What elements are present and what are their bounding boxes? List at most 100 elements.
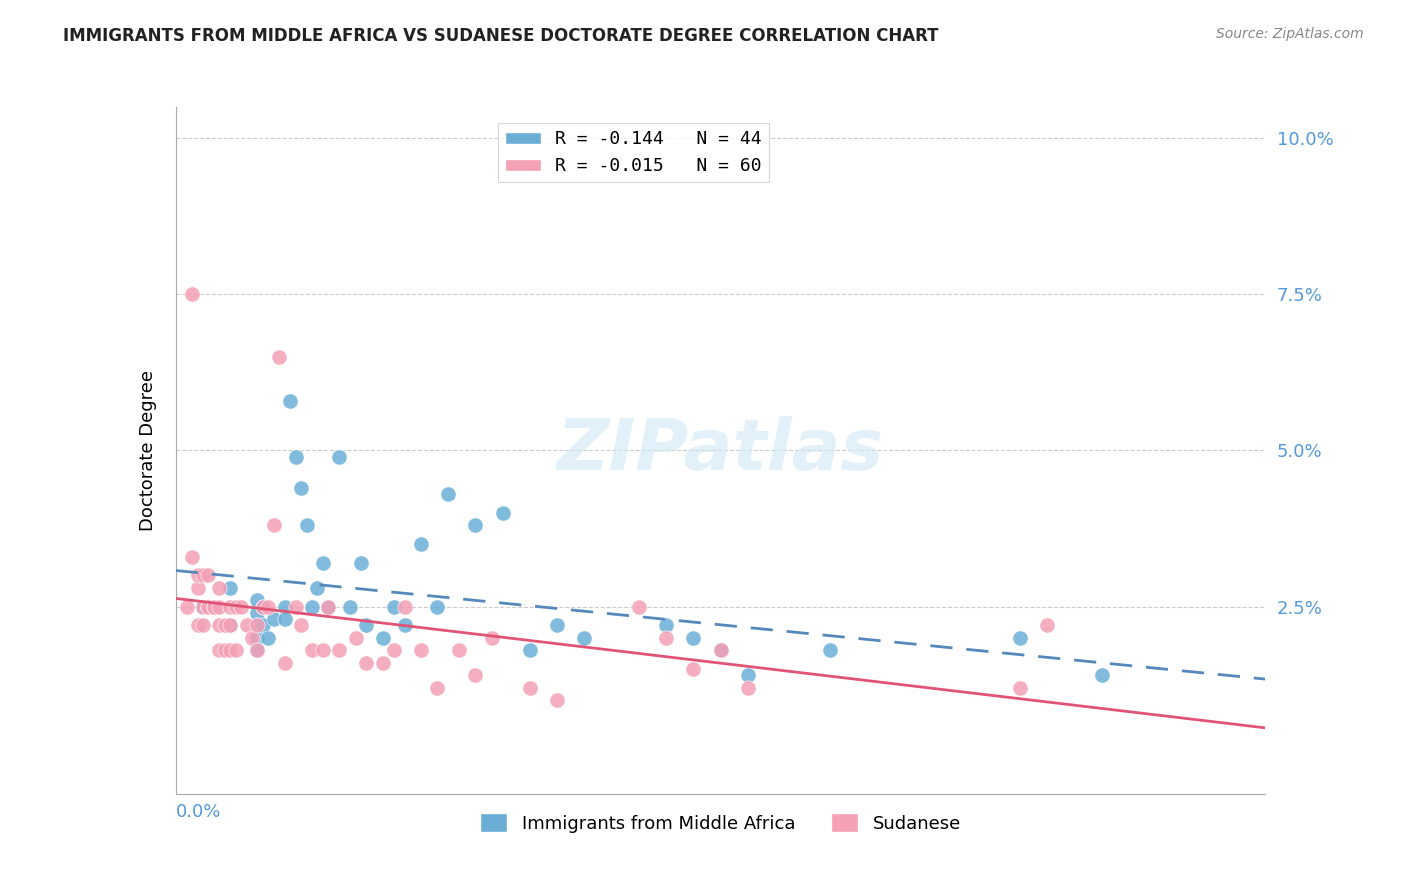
Point — [240, 631, 263, 645]
Point — [737, 681, 759, 695]
Point — [278, 393, 301, 408]
Text: ZIPatlas: ZIPatlas — [557, 416, 884, 485]
Point — [202, 599, 225, 614]
Point — [252, 599, 274, 614]
Point — [176, 599, 198, 614]
Point — [235, 618, 257, 632]
Point — [191, 618, 214, 632]
Point — [219, 581, 242, 595]
Point — [284, 599, 307, 614]
Point — [246, 618, 269, 632]
Point — [546, 618, 568, 632]
Point — [350, 556, 373, 570]
Point — [356, 618, 378, 632]
Point — [257, 631, 280, 645]
Point — [318, 599, 340, 614]
Point — [307, 581, 329, 595]
Point — [447, 643, 470, 657]
Point — [627, 599, 650, 614]
Point — [437, 487, 460, 501]
Point — [252, 618, 274, 632]
Point — [426, 599, 449, 614]
Point — [263, 612, 285, 626]
Point — [1036, 618, 1059, 632]
Point — [274, 656, 297, 670]
Point — [1010, 631, 1032, 645]
Text: IMMIGRANTS FROM MIDDLE AFRICA VS SUDANESE DOCTORATE DEGREE CORRELATION CHART: IMMIGRANTS FROM MIDDLE AFRICA VS SUDANES… — [63, 27, 939, 45]
Point — [519, 681, 541, 695]
Point — [295, 518, 318, 533]
Point — [818, 643, 841, 657]
Point — [574, 631, 596, 645]
Point — [225, 599, 247, 614]
Point — [219, 599, 242, 614]
Point — [246, 593, 269, 607]
Point — [181, 287, 204, 301]
Point — [231, 599, 253, 614]
Point — [356, 656, 378, 670]
Point — [219, 643, 242, 657]
Point — [312, 556, 335, 570]
Point — [269, 350, 291, 364]
Point — [191, 568, 214, 582]
Point — [197, 599, 219, 614]
Point — [682, 631, 704, 645]
Point — [409, 537, 432, 551]
Point — [191, 599, 214, 614]
Point — [546, 693, 568, 707]
Point — [246, 643, 269, 657]
Point — [655, 631, 678, 645]
Point — [246, 631, 269, 645]
Point — [1091, 668, 1114, 682]
Point — [290, 481, 312, 495]
Point — [214, 643, 236, 657]
Point — [274, 612, 297, 626]
Point — [208, 618, 231, 632]
Point — [318, 599, 340, 614]
Point — [655, 618, 678, 632]
Y-axis label: Doctorate Degree: Doctorate Degree — [139, 370, 157, 531]
Point — [519, 643, 541, 657]
Text: Source: ZipAtlas.com: Source: ZipAtlas.com — [1216, 27, 1364, 41]
Point — [426, 681, 449, 695]
Point — [301, 599, 323, 614]
Point — [197, 568, 219, 582]
Point — [186, 618, 209, 632]
Point — [464, 518, 486, 533]
Point — [492, 506, 515, 520]
Point — [301, 643, 323, 657]
Point — [344, 631, 367, 645]
Point — [328, 643, 350, 657]
Point — [246, 618, 269, 632]
Point — [191, 599, 214, 614]
Point — [339, 599, 361, 614]
Point — [246, 643, 269, 657]
Point — [710, 643, 733, 657]
Point — [394, 618, 416, 632]
Point — [202, 599, 225, 614]
Point — [214, 618, 236, 632]
Point — [284, 450, 307, 464]
Point — [464, 668, 486, 682]
Point — [186, 568, 209, 582]
Point — [225, 643, 247, 657]
Point — [208, 581, 231, 595]
Point — [1010, 681, 1032, 695]
Point — [328, 450, 350, 464]
Point — [371, 631, 394, 645]
Point — [181, 549, 204, 564]
Point — [274, 599, 297, 614]
Point — [186, 581, 209, 595]
Legend: R = -0.144   N = 44, R = -0.015   N = 60: R = -0.144 N = 44, R = -0.015 N = 60 — [498, 123, 769, 182]
Point — [382, 643, 405, 657]
Point — [197, 599, 219, 614]
Point — [208, 643, 231, 657]
Point — [252, 599, 274, 614]
Point — [219, 618, 242, 632]
Point — [263, 518, 285, 533]
Point — [710, 643, 733, 657]
Point — [257, 599, 280, 614]
Point — [382, 599, 405, 614]
Point — [737, 668, 759, 682]
Point — [290, 618, 312, 632]
